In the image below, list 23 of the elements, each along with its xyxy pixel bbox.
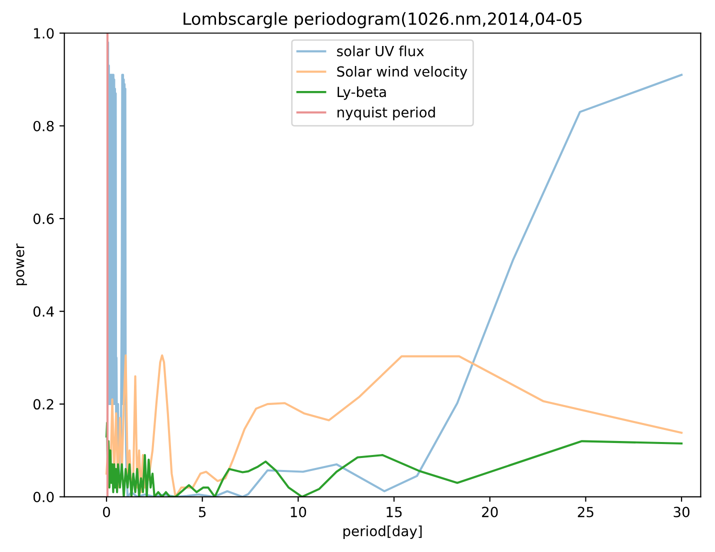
legend-label: nyquist period (338, 106, 435, 120)
x-tick-label: 15 (386, 506, 402, 518)
x-tick-label: 20 (482, 506, 498, 518)
line-series (106, 41, 683, 497)
x-tick-label: 25 (578, 506, 594, 518)
legend-label: solar UV flux (337, 46, 424, 56)
y-axis-title: power (16, 243, 27, 286)
x-tick-label: 30 (674, 506, 690, 518)
x-tick-label: 0 (103, 506, 110, 518)
y-tick-label: 0.8 (33, 120, 54, 132)
x-tick-label: 10 (290, 506, 306, 518)
legend-label: Solar wind velocity (337, 66, 468, 80)
line-series (105, 354, 683, 497)
line-series (105, 422, 683, 497)
legend-label: Ly-beta (338, 86, 386, 100)
chart-title: Lombscargle periodogram(1026.nm,2014,04-05 (184, 12, 582, 28)
y-tick-label: 0.4 (33, 306, 54, 317)
y-tick-label: 1.0 (34, 28, 54, 39)
x-axis-title: period[day] (343, 526, 422, 539)
x-tick-label: 5 (199, 506, 206, 518)
y-tick-label: 0.6 (33, 214, 54, 224)
y-tick-label: 0.0 (33, 492, 54, 502)
y-tick-label: 0.2 (33, 399, 54, 410)
